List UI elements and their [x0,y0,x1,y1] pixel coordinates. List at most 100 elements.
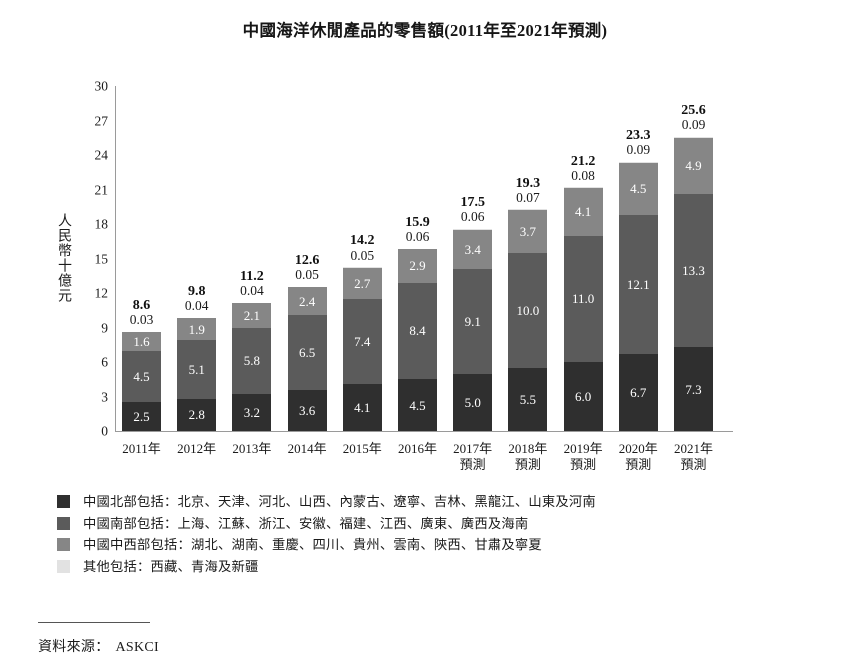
bar-segment-midwest[interactable]: 1.9 [177,318,217,341]
bar-segment-north[interactable]: 2.8 [177,398,217,431]
bar-group[interactable]: 6.0 11.0 4.1 21.2 0.08 [563,154,603,431]
bar-segment-value: 5.1 [188,361,205,377]
bar-segment-south[interactable]: 5.1 [177,340,217,399]
bar-group[interactable]: 2.5 4.5 1.6 8.6 0.03 [122,298,161,431]
x-axis-label-year: 2018年 [508,441,548,456]
bar-segment-south[interactable]: 12.1 [618,214,658,354]
bar-segment-other[interactable] [618,162,658,164]
stacked-bar[interactable]: 4.5 8.4 2.9 [398,248,437,431]
bar-other-value: 0.06 [460,209,485,225]
bar-group[interactable]: 4.1 7.4 2.7 14.2 0.05 [342,233,382,431]
y-axis-tick-label: 12 [94,285,109,301]
x-axis-label-forecast: 預測 [459,457,486,472]
x-axis-label-year: 2016年 [397,441,437,456]
x-axis-labels: 2011年 2012年 2013年 2014年 2015年 2016年 2017年 預測 201… [115,441,735,487]
bar-segment-midwest[interactable]: 2.1 [232,303,272,328]
bar-group[interactable]: 5.0 9.1 3.4 17.5 0.06 [453,195,493,431]
stacked-bar[interactable]: 5.5 10.0 3.7 [508,209,548,431]
bar-segment-value: 2.5 [133,409,150,425]
bar-segment-value: 3.2 [243,405,261,421]
bar-segment-north[interactable]: 5.0 [453,373,493,431]
bar-segment-value: 12.1 [626,276,650,292]
y-axis-tick-label: 30 [94,78,109,94]
bar-segment-other[interactable] [342,267,382,268]
bar-segment-north[interactable]: 3.2 [232,394,272,431]
bar-segment-north[interactable]: 6.0 [563,362,603,431]
bar-total-label: 12.6 0.05 [295,253,320,283]
footer-divider [38,622,150,623]
stacked-bar[interactable]: 3.2 5.8 2.1 [232,302,272,431]
bar-segment-south[interactable]: 11.0 [563,235,603,362]
bar-other-value: 0.04 [240,283,264,299]
bar-group[interactable]: 4.5 8.4 2.9 15.9 0.06 [398,215,437,431]
bar-segment-south[interactable]: 6.5 [287,314,327,390]
stacked-bar[interactable]: 2.5 4.5 1.6 [122,331,161,431]
bar-segment-value: 5.5 [519,391,537,407]
bar-segment-midwest[interactable]: 2.4 [287,287,327,315]
bar-segment-south[interactable]: 4.5 [122,350,161,403]
bar-segment-other[interactable] [508,209,548,211]
bar-segment-midwest[interactable]: 4.5 [618,163,658,215]
bar-segment-south[interactable]: 7.4 [342,298,382,384]
bar-segment-other[interactable] [674,136,713,138]
source-note: 資料來源： ASKCI [38,636,159,656]
stacked-bar[interactable]: 7.3 13.3 4.9 [674,136,713,431]
bar-group[interactable]: 6.7 12.1 4.5 23.3 0.09 [618,128,658,431]
bar-segment-midwest[interactable]: 4.9 [674,137,713,195]
bar-other-value: 0.09 [626,142,651,158]
bar-segment-south[interactable]: 10.0 [508,252,548,368]
bar-segment-midwest[interactable]: 1.6 [122,332,161,351]
stacked-bar[interactable]: 6.7 12.1 4.5 [618,162,658,431]
bar-segment-south[interactable]: 13.3 [674,194,713,348]
bar-total-value: 21.2 [570,153,596,169]
legend-item-north[interactable]: 中國北部包括：北京、天津、河北、山西、內蒙古、遼寧、吉林、黑龍江、山東及河南 [57,492,817,514]
x-axis-label: 2017年 預測 [443,441,503,473]
x-axis-label-forecast: 預測 [570,457,597,472]
legend-item-south[interactable]: 中國南部包括：上海、江蘇、浙江、安徽、福建、江西、廣東、廣西及海南 [57,514,817,536]
bar-segment-value: 9.1 [464,313,481,329]
stacked-bar[interactable]: 4.1 7.4 2.7 [342,267,382,431]
y-axis-tick-label: 21 [94,181,109,197]
stacked-bar[interactable]: 2.8 5.1 1.9 [177,317,217,431]
bar-segment-other[interactable] [563,187,603,189]
chart-legend: 中國北部包括：北京、天津、河北、山西、內蒙古、遼寧、吉林、黑龍江、山東及河南 中國… [57,492,817,578]
bar-group[interactable]: 3.2 5.8 2.1 11.2 0.04 [232,269,272,431]
y-axis-tick-label: 9 [101,319,108,335]
bar-total-label: 9.8 0.04 [185,284,209,314]
y-axis-tick-label: 15 [94,250,109,266]
legend-item-midwest[interactable]: 中國中西部包括：湖北、湖南、重慶、四川、貴州、雲南、陝西、甘肅及寧夏 [57,535,817,557]
bar-segment-north[interactable]: 6.7 [618,353,658,431]
bar-segment-north[interactable]: 2.5 [122,402,161,431]
legend-swatch-icon [57,495,70,508]
bar-segment-south[interactable]: 8.4 [398,282,437,380]
stacked-bar[interactable]: 3.6 6.5 2.4 [287,286,327,431]
bar-group[interactable]: 2.8 5.1 1.9 9.8 0.04 [177,284,217,431]
bar-segment-midwest[interactable]: 2.7 [342,267,382,299]
bar-segment-north[interactable]: 7.3 [674,347,713,431]
bar-group[interactable]: 7.3 13.3 4.9 25.6 0.09 [674,103,713,431]
bar-segment-south[interactable]: 5.8 [232,327,272,395]
legend-item-other[interactable]: 其他包括：西藏、青海及新疆 [57,557,817,579]
stacked-bar[interactable]: 6.0 11.0 4.1 [563,187,603,431]
y-axis-tick-label: 27 [94,112,109,128]
legend-swatch-icon [57,559,70,573]
bar-segment-other[interactable] [453,229,493,230]
bar-segment-north[interactable]: 4.1 [342,383,382,431]
x-axis-line [115,431,733,432]
bar-segment-midwest[interactable]: 3.7 [508,210,548,253]
bar-segment-north[interactable]: 4.5 [398,379,437,431]
x-axis-label: 2013年 [222,441,282,457]
bar-other-value: 0.07 [516,189,540,205]
bar-segment-midwest[interactable]: 2.9 [398,249,437,283]
bar-segment-north[interactable]: 5.5 [508,367,548,431]
bar-segment-midwest[interactable]: 3.4 [453,229,493,269]
bar-group[interactable]: 3.6 6.5 2.4 12.6 0.05 [287,253,327,431]
bar-segment-north[interactable]: 3.6 [287,389,327,431]
bar-segment-value: 2.1 [243,307,261,323]
bar-segment-other[interactable] [398,248,437,250]
bar-segment-midwest[interactable]: 4.1 [563,188,603,236]
bar-segment-south[interactable]: 9.1 [453,268,493,374]
bar-segment-other[interactable] [287,286,327,288]
stacked-bar[interactable]: 5.0 9.1 3.4 [453,229,493,431]
bar-group[interactable]: 5.5 10.0 3.7 19.3 0.07 [508,176,548,431]
